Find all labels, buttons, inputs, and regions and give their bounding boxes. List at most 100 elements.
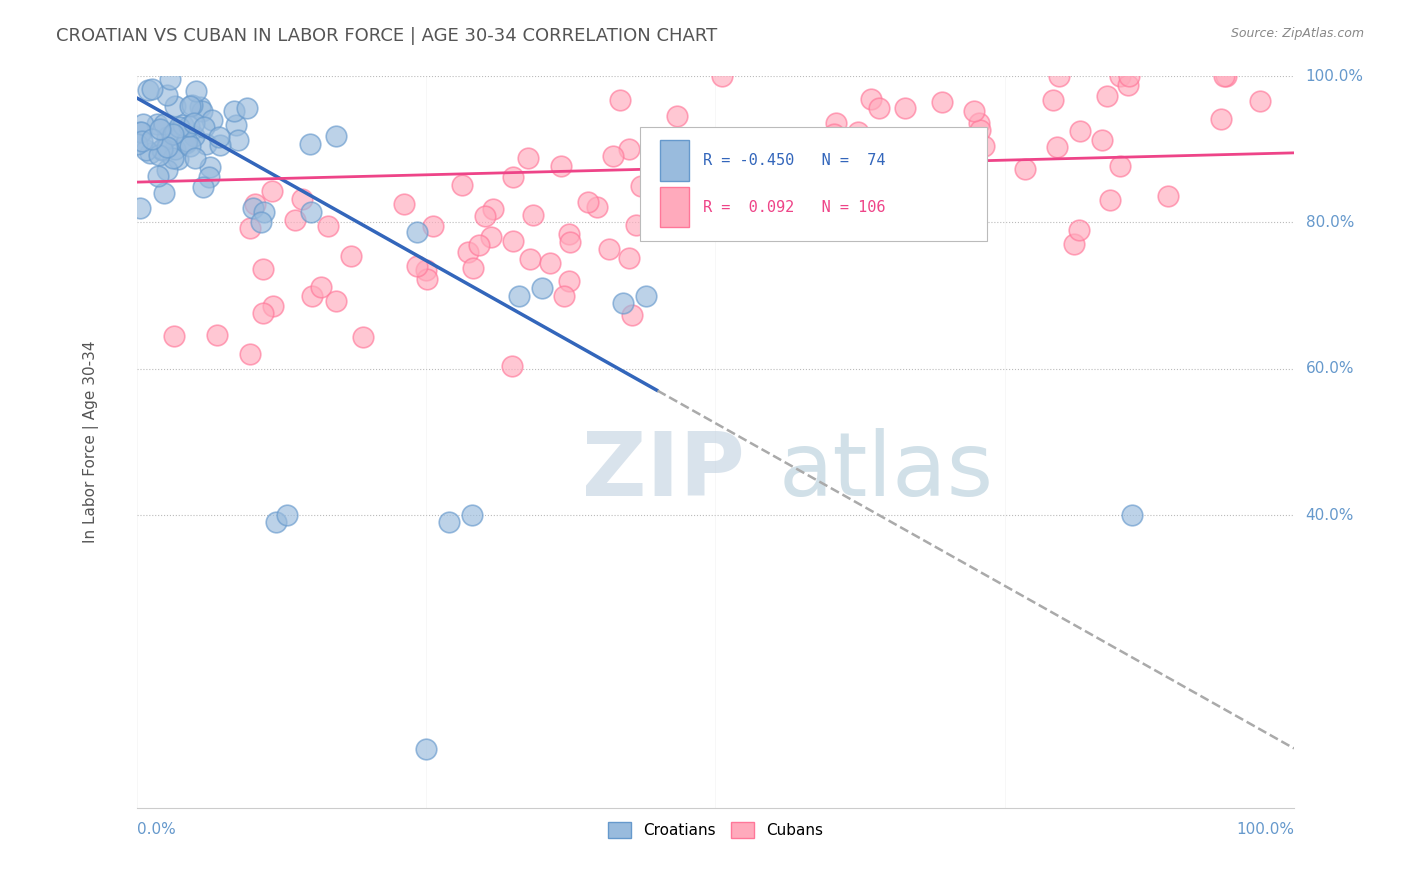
Point [225,118,247,132]
Point [149,122,172,136]
Point [141,132,163,146]
Point [1209,112,1232,126]
Point [765,139,787,153]
Point [186,84,208,98]
Point [634,288,657,302]
Point [163,328,186,343]
Point [264,516,287,530]
Point [183,128,205,143]
Bar [659,140,689,181]
Point [1098,193,1121,207]
Point [148,169,170,183]
Point [738,194,761,208]
Point [276,508,298,522]
Point [325,128,347,143]
Point [146,117,169,131]
Point [481,202,503,216]
Text: 100.0%: 100.0% [1306,69,1364,84]
Point [1063,237,1085,252]
Point [530,281,553,295]
Point [502,235,524,249]
Point [501,359,523,373]
Point [299,205,322,219]
Point [163,142,186,156]
Point [558,235,581,250]
Point [745,140,768,154]
Point [1249,94,1271,108]
Point [1121,508,1143,522]
Point [630,179,652,194]
Point [301,289,323,303]
Point [128,201,150,215]
Point [139,146,162,161]
Point [325,294,347,309]
Point [862,169,884,184]
Point [252,261,274,276]
Point [167,152,190,166]
Point [150,143,173,157]
Point [617,252,640,266]
Point [136,82,159,96]
Point [665,109,688,123]
Point [1046,140,1069,154]
Point [243,196,266,211]
Point [502,169,524,184]
Point [129,125,152,139]
Point [508,288,530,302]
Point [238,347,260,361]
Point [156,87,179,102]
Point [894,101,917,115]
Point [156,129,179,144]
Point [676,190,699,204]
Point [758,161,780,176]
Point [392,197,415,211]
Text: R = -0.450   N =  74: R = -0.450 N = 74 [703,153,886,168]
Point [711,69,734,83]
Point [602,149,624,163]
Point [1014,161,1036,176]
Point [1042,93,1064,107]
Point [176,134,198,148]
Point [190,100,212,114]
Point [665,133,688,147]
Point [208,137,231,152]
Point [222,103,245,118]
Point [479,230,502,244]
Point [690,177,713,191]
Point [298,136,321,151]
Point [893,134,915,148]
Point [141,82,163,96]
Point [1069,124,1091,138]
Text: 40.0%: 40.0% [1306,508,1354,523]
Point [316,219,339,233]
Point [207,328,229,343]
Point [468,238,491,252]
Point [262,184,284,198]
Text: Source: ZipAtlas.com: Source: ZipAtlas.com [1230,27,1364,40]
Point [785,186,807,200]
Point [853,201,876,215]
Point [474,209,496,223]
Point [416,272,439,286]
Point [180,98,202,112]
Point [422,219,444,233]
Point [193,179,215,194]
Point [451,178,474,192]
Point [226,133,249,147]
Point [162,151,184,165]
Point [1108,159,1130,173]
Point [598,242,620,256]
Point [538,256,561,270]
Point [162,128,184,142]
Text: 80.0%: 80.0% [1306,215,1354,230]
Point [558,227,581,241]
Point [415,742,437,756]
Point [132,117,155,131]
Point [253,205,276,219]
Point [249,215,271,229]
Point [1157,189,1180,203]
Point [239,220,262,235]
Point [558,274,581,288]
Text: CROATIAN VS CUBAN IN LABOR FORCE | AGE 30-34 CORRELATION CHART: CROATIAN VS CUBAN IN LABOR FORCE | AGE 3… [56,27,717,45]
Text: ZIP: ZIP [582,427,745,515]
